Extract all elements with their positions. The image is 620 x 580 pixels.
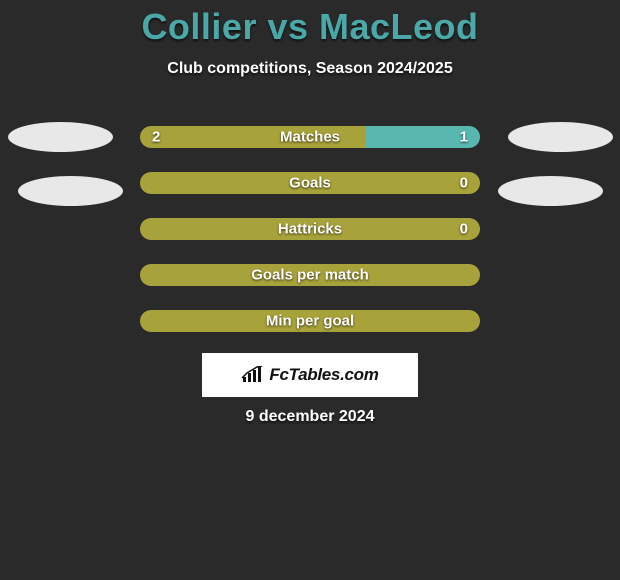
stat-row: Matches 2 1 (140, 126, 480, 148)
subtitle: Club competitions, Season 2024/2025 (0, 60, 620, 78)
comparison-card: Collier vs MacLeod Club competitions, Se… (0, 0, 620, 580)
stat-value-right: 0 (460, 221, 468, 238)
stat-row: Min per goal (140, 310, 480, 332)
avatar-left (18, 176, 123, 206)
source-logo-text: FcTables.com (269, 365, 378, 385)
stat-value-left: 2 (152, 129, 160, 146)
stat-label: Matches (280, 129, 340, 146)
avatar-left (8, 122, 113, 152)
source-logo: FcTables.com (202, 353, 418, 397)
page-title: Collier vs MacLeod (0, 0, 620, 48)
stat-rows: Matches 2 1 Goals 0 Hattricks 0 Goals per match… (140, 126, 480, 356)
stat-label: Min per goal (266, 313, 354, 330)
stat-row: Hattricks 0 (140, 218, 480, 240)
chart-icon (241, 366, 263, 384)
avatar-right (508, 122, 613, 152)
stat-label: Goals (289, 175, 331, 192)
stat-label: Goals per match (251, 267, 369, 284)
avatar-right (498, 176, 603, 206)
stat-row: Goals 0 (140, 172, 480, 194)
stat-label: Hattricks (278, 221, 342, 238)
stat-value-right: 0 (460, 175, 468, 192)
stat-row: Goals per match (140, 264, 480, 286)
stat-value-right: 1 (460, 129, 468, 146)
date-label: 9 december 2024 (246, 408, 375, 426)
